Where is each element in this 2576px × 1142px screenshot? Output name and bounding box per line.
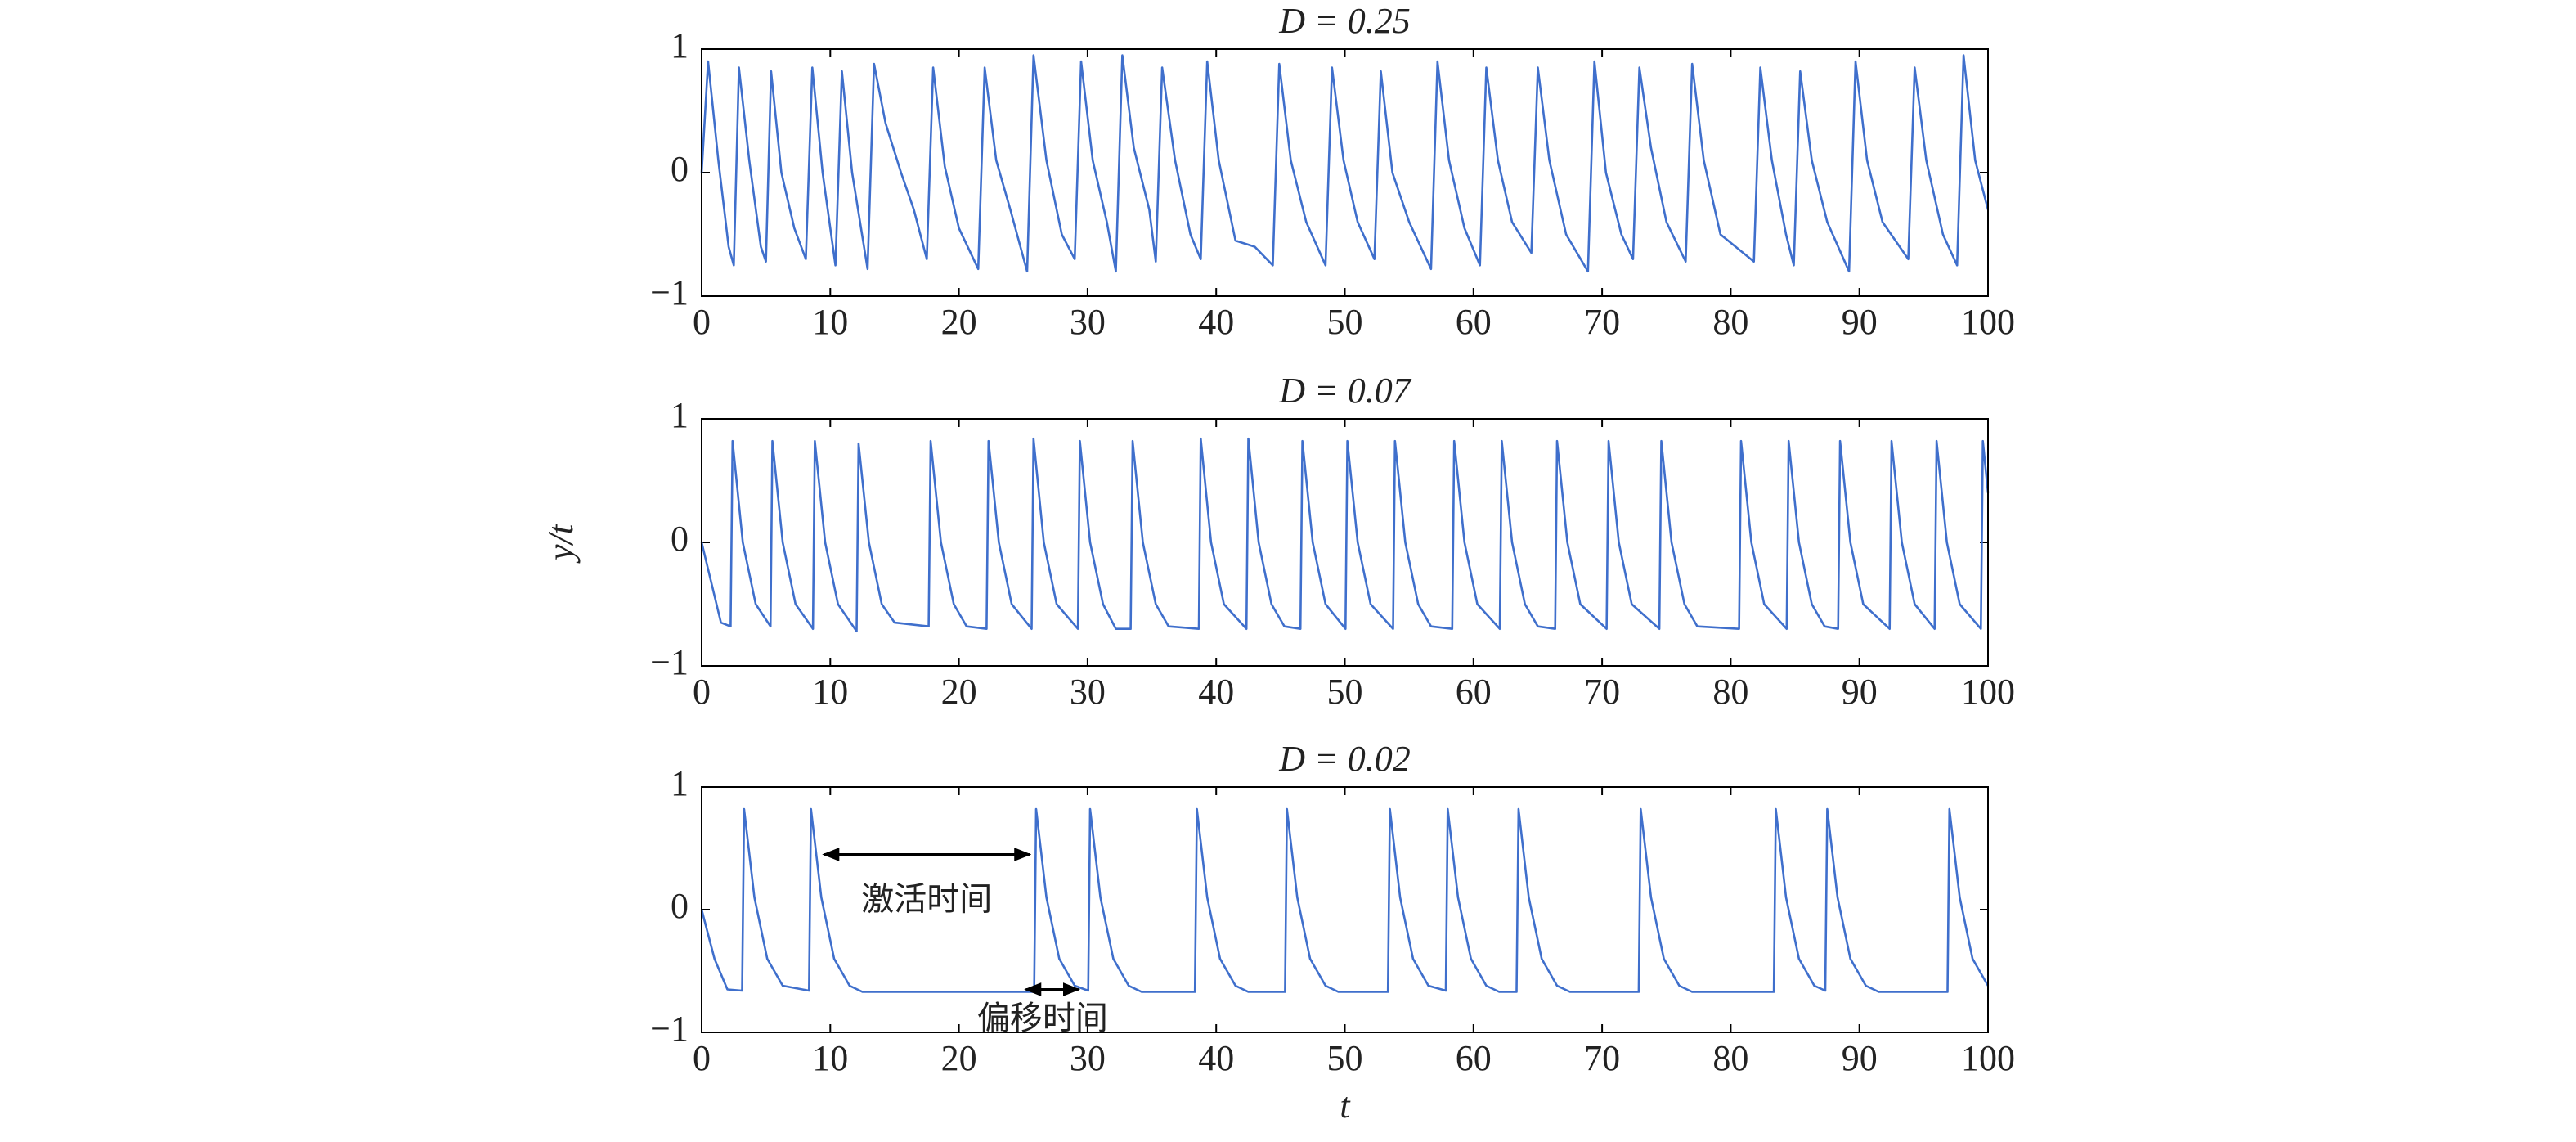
- x-tick-label: 80: [1712, 1038, 1748, 1078]
- x-tick-label: 30: [1070, 672, 1106, 712]
- x-tick-label: 40: [1198, 672, 1234, 712]
- x-tick-label: 70: [1584, 302, 1620, 342]
- x-tick-label: 20: [941, 672, 977, 712]
- x-tick-label: 10: [812, 302, 848, 342]
- x-tick-label: 20: [941, 1038, 977, 1078]
- subplot-title: D = 0.25: [1278, 1, 1410, 41]
- x-tick-label: 50: [1327, 302, 1363, 342]
- series-line: [700, 437, 1990, 632]
- x-tick-label: 90: [1842, 672, 1878, 712]
- x-tick-label: 10: [812, 672, 848, 712]
- y-tick-label: 1: [671, 763, 689, 803]
- annotation: 激活时间: [861, 881, 992, 919]
- x-tick-label: 20: [941, 302, 977, 342]
- plot-frame: [701, 418, 1989, 667]
- x-tick-label: 60: [1456, 302, 1492, 342]
- x-tick-label: 100: [1961, 1038, 2015, 1078]
- x-tick-label: 30: [1070, 1038, 1106, 1078]
- x-tick-label: 0: [693, 1038, 711, 1078]
- x-tick-label: 100: [1961, 672, 2015, 712]
- x-tick-label: 100: [1961, 302, 2015, 342]
- x-tick-label: 50: [1327, 1038, 1363, 1078]
- x-tick-label: 0: [693, 302, 711, 342]
- x-tick-label: 80: [1712, 672, 1748, 712]
- x-tick-label: 70: [1584, 672, 1620, 712]
- x-tick-label: 40: [1198, 302, 1234, 342]
- y-tick-label: 1: [671, 395, 689, 435]
- series-line: [700, 807, 1990, 993]
- x-tick-label: 0: [693, 672, 711, 712]
- y-axis-label: y/t: [541, 523, 581, 564]
- x-axis-label: t: [1340, 1086, 1351, 1126]
- x-tick-label: 50: [1327, 672, 1363, 712]
- x-tick-label: 90: [1842, 302, 1878, 342]
- subplot-title: D = 0.07: [1278, 371, 1411, 411]
- y-tick-label: 0: [671, 149, 689, 189]
- y-tick-label: −1: [650, 1009, 689, 1049]
- x-tick-label: 60: [1456, 1038, 1492, 1078]
- x-tick-label: 40: [1198, 1038, 1234, 1078]
- x-tick-label: 80: [1712, 302, 1748, 342]
- x-tick-label: 60: [1456, 672, 1492, 712]
- plot-frame: [701, 786, 1989, 1033]
- y-tick-label: 1: [671, 25, 689, 65]
- y-tick-label: 0: [671, 519, 689, 559]
- annotation: 偏移时间: [977, 1000, 1108, 1037]
- plot-frame: [701, 48, 1989, 297]
- series-line: [700, 54, 1990, 273]
- x-tick-label: 10: [812, 1038, 848, 1078]
- x-tick-label: 70: [1584, 1038, 1620, 1078]
- subplot-title: D = 0.02: [1278, 739, 1410, 779]
- y-tick-label: −1: [650, 272, 689, 312]
- y-tick-label: −1: [650, 642, 689, 682]
- y-tick-label: 0: [671, 886, 689, 926]
- x-tick-label: 90: [1842, 1038, 1878, 1078]
- x-tick-label: 30: [1070, 302, 1106, 342]
